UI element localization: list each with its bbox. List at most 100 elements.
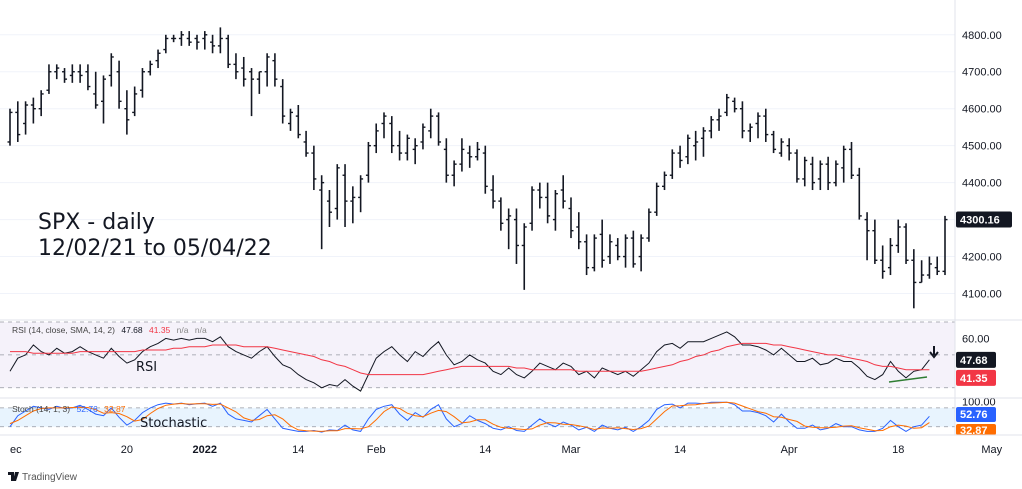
ohlc-bar[interactable] [513,208,519,264]
ohlc-bar[interactable] [802,156,808,187]
ohlc-bar[interactable] [116,60,122,109]
ohlc-bar[interactable] [849,141,854,179]
ohlc-bar[interactable] [669,149,675,179]
ohlc-bar[interactable] [926,256,932,279]
ohlc-bar[interactable] [708,116,714,139]
ohlc-bar[interactable] [685,134,691,165]
ohlc-bar[interactable] [810,156,816,191]
ohlc-bar[interactable] [864,212,870,261]
ohlc-bar[interactable] [280,79,286,124]
ohlc-bar[interactable] [30,97,36,124]
ohlc-bar[interactable] [739,101,745,139]
ohlc-bar[interactable] [264,53,270,87]
ohlc-bar[interactable] [412,138,418,165]
ohlc-bar[interactable] [623,234,629,268]
rsi-line[interactable] [9,331,930,392]
ohlc-bar[interactable] [552,190,558,231]
ohlc-bar[interactable] [404,134,410,161]
ohlc-bar[interactable] [942,215,948,276]
ohlc-bar[interactable] [646,208,652,242]
ohlc-bar[interactable] [763,108,769,142]
ohlc-bar[interactable] [381,112,387,139]
ohlc-bar[interactable] [311,145,317,191]
ohlc-bar[interactable] [85,64,91,91]
ohlc-bar[interactable] [155,49,161,69]
ohlc-bar[interactable] [256,71,262,94]
ohlc-bar[interactable] [576,212,582,250]
ohlc-bar[interactable] [77,64,83,83]
ohlc-bar[interactable] [295,105,301,139]
ohlc-bar[interactable] [747,123,753,142]
ohlc-bar[interactable] [934,256,940,276]
ohlc-bar[interactable] [903,223,909,264]
ohlc-bar[interactable] [778,138,784,157]
ohlc-bar[interactable] [630,230,636,268]
ohlc-bar[interactable] [638,234,644,272]
ohlc-bar[interactable] [459,138,465,172]
ohlc-bar[interactable] [537,182,543,209]
ohlc-bar[interactable] [147,60,153,76]
ohlc-bar[interactable] [358,175,364,213]
ohlc-bar[interactable] [615,238,621,261]
ohlc-bar[interactable] [755,112,761,139]
price-bars[interactable] [7,27,948,309]
ohlc-bar[interactable] [451,160,457,187]
ohlc-bar[interactable] [677,145,683,168]
ohlc-bar[interactable] [194,34,200,50]
ohlc-bar[interactable] [856,167,862,220]
stoch-d-line[interactable] [9,401,930,432]
ohlc-bar[interactable] [584,234,590,276]
ohlc-bar[interactable] [436,112,442,146]
ohlc-bar[interactable] [397,130,403,161]
ohlc-bar[interactable] [662,171,667,191]
ohlc-bar[interactable] [178,31,184,46]
rsi-sma-line[interactable] [10,342,930,376]
ohlc-bar[interactable] [23,101,29,135]
ohlc-bar[interactable] [38,90,44,117]
ohlc-bar[interactable] [233,53,239,80]
ohlc-bar[interactable] [568,197,574,239]
ohlc-bar[interactable] [326,190,332,227]
ohlc-bar[interactable] [334,164,340,220]
ohlc-bar[interactable] [498,197,504,231]
ohlc-bar[interactable] [342,164,348,227]
ohlc-bar[interactable] [217,27,223,54]
ohlc-bar[interactable] [700,127,706,157]
ohlc-bar[interactable] [139,68,145,98]
ohlc-bar[interactable] [919,260,925,284]
ohlc-bar[interactable] [786,138,792,161]
ohlc-bar[interactable] [124,90,130,135]
ohlc-bar[interactable] [833,160,839,187]
ohlc-bar[interactable] [529,186,535,231]
ohlc-bar[interactable] [443,138,449,183]
ohlc-bar[interactable] [163,34,169,54]
ohlc-bar[interactable] [288,108,293,131]
ohlc-bar[interactable] [225,34,231,69]
ohlc-bar[interactable] [607,234,613,264]
ohlc-bar[interactable] [7,108,13,146]
ohlc-bar[interactable] [46,64,52,94]
ohlc-bar[interactable] [54,64,60,80]
ohlc-bar[interactable] [108,53,114,87]
ohlc-bar[interactable] [545,182,551,224]
ohlc-bar[interactable] [15,101,21,142]
ohlc-bar[interactable] [880,245,886,279]
time-axis[interactable]: ec 20 2022 14 Feb 14 Mar 14 Apr 18 May [10,444,1003,456]
ohlc-bar[interactable] [817,160,823,191]
ohlc-bar[interactable] [895,219,901,253]
ohlc-bar[interactable] [186,31,192,46]
ohlc-bar[interactable] [482,145,488,194]
ohlc-bar[interactable] [171,34,177,43]
ohlc-bar[interactable] [693,130,699,161]
ohlc-bar[interactable] [93,71,99,109]
ohlc-bar[interactable] [420,123,426,150]
ohlc-bar[interactable] [794,149,800,183]
ohlc-bar[interactable] [841,145,847,183]
ohlc-bar[interactable] [771,130,777,154]
ohlc-bar[interactable] [428,108,434,139]
ohlc-bar[interactable] [202,31,208,50]
ohlc-bar[interactable] [716,108,722,131]
ohlc-bar[interactable] [69,64,75,83]
ohlc-bar[interactable] [599,219,605,268]
ohlc-bar[interactable] [490,175,496,209]
